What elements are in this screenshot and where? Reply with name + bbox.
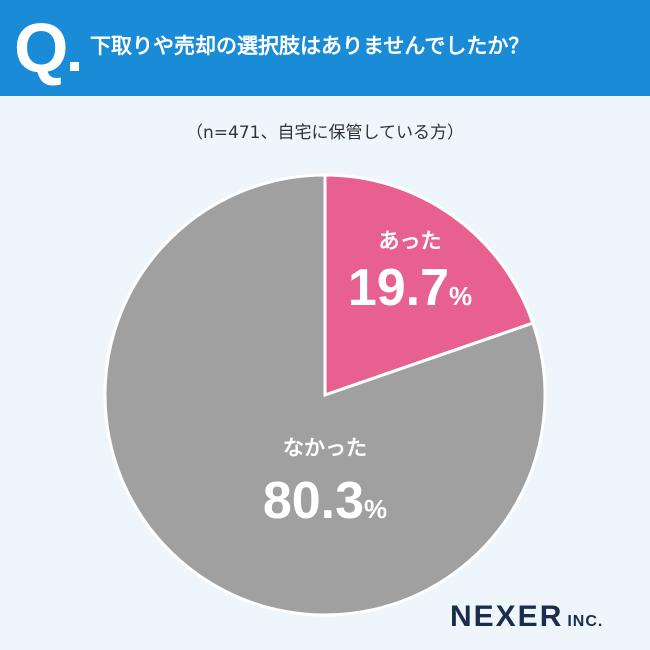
nexer-logo: NEXER INC.	[450, 600, 603, 634]
slice-value: 80.3%	[263, 472, 387, 530]
slice-label: あった	[379, 229, 442, 253]
q-label: Q	[14, 9, 69, 87]
question-header: Q 下取りや売却の選択肢はありませんでしたか？	[0, 0, 650, 96]
q-dot	[70, 62, 79, 71]
sample-note: （n=471、自宅に保管している方）	[186, 123, 464, 143]
slice-value: 19.7%	[348, 259, 472, 317]
pie-slice-no	[103, 173, 547, 617]
question-text: 下取りや売却の選択肢はありませんでしたか？	[90, 34, 530, 58]
slice-label: なかった	[283, 436, 367, 460]
logo-sub-text: INC.	[567, 613, 604, 630]
logo-main-text: NEXER	[450, 600, 564, 633]
